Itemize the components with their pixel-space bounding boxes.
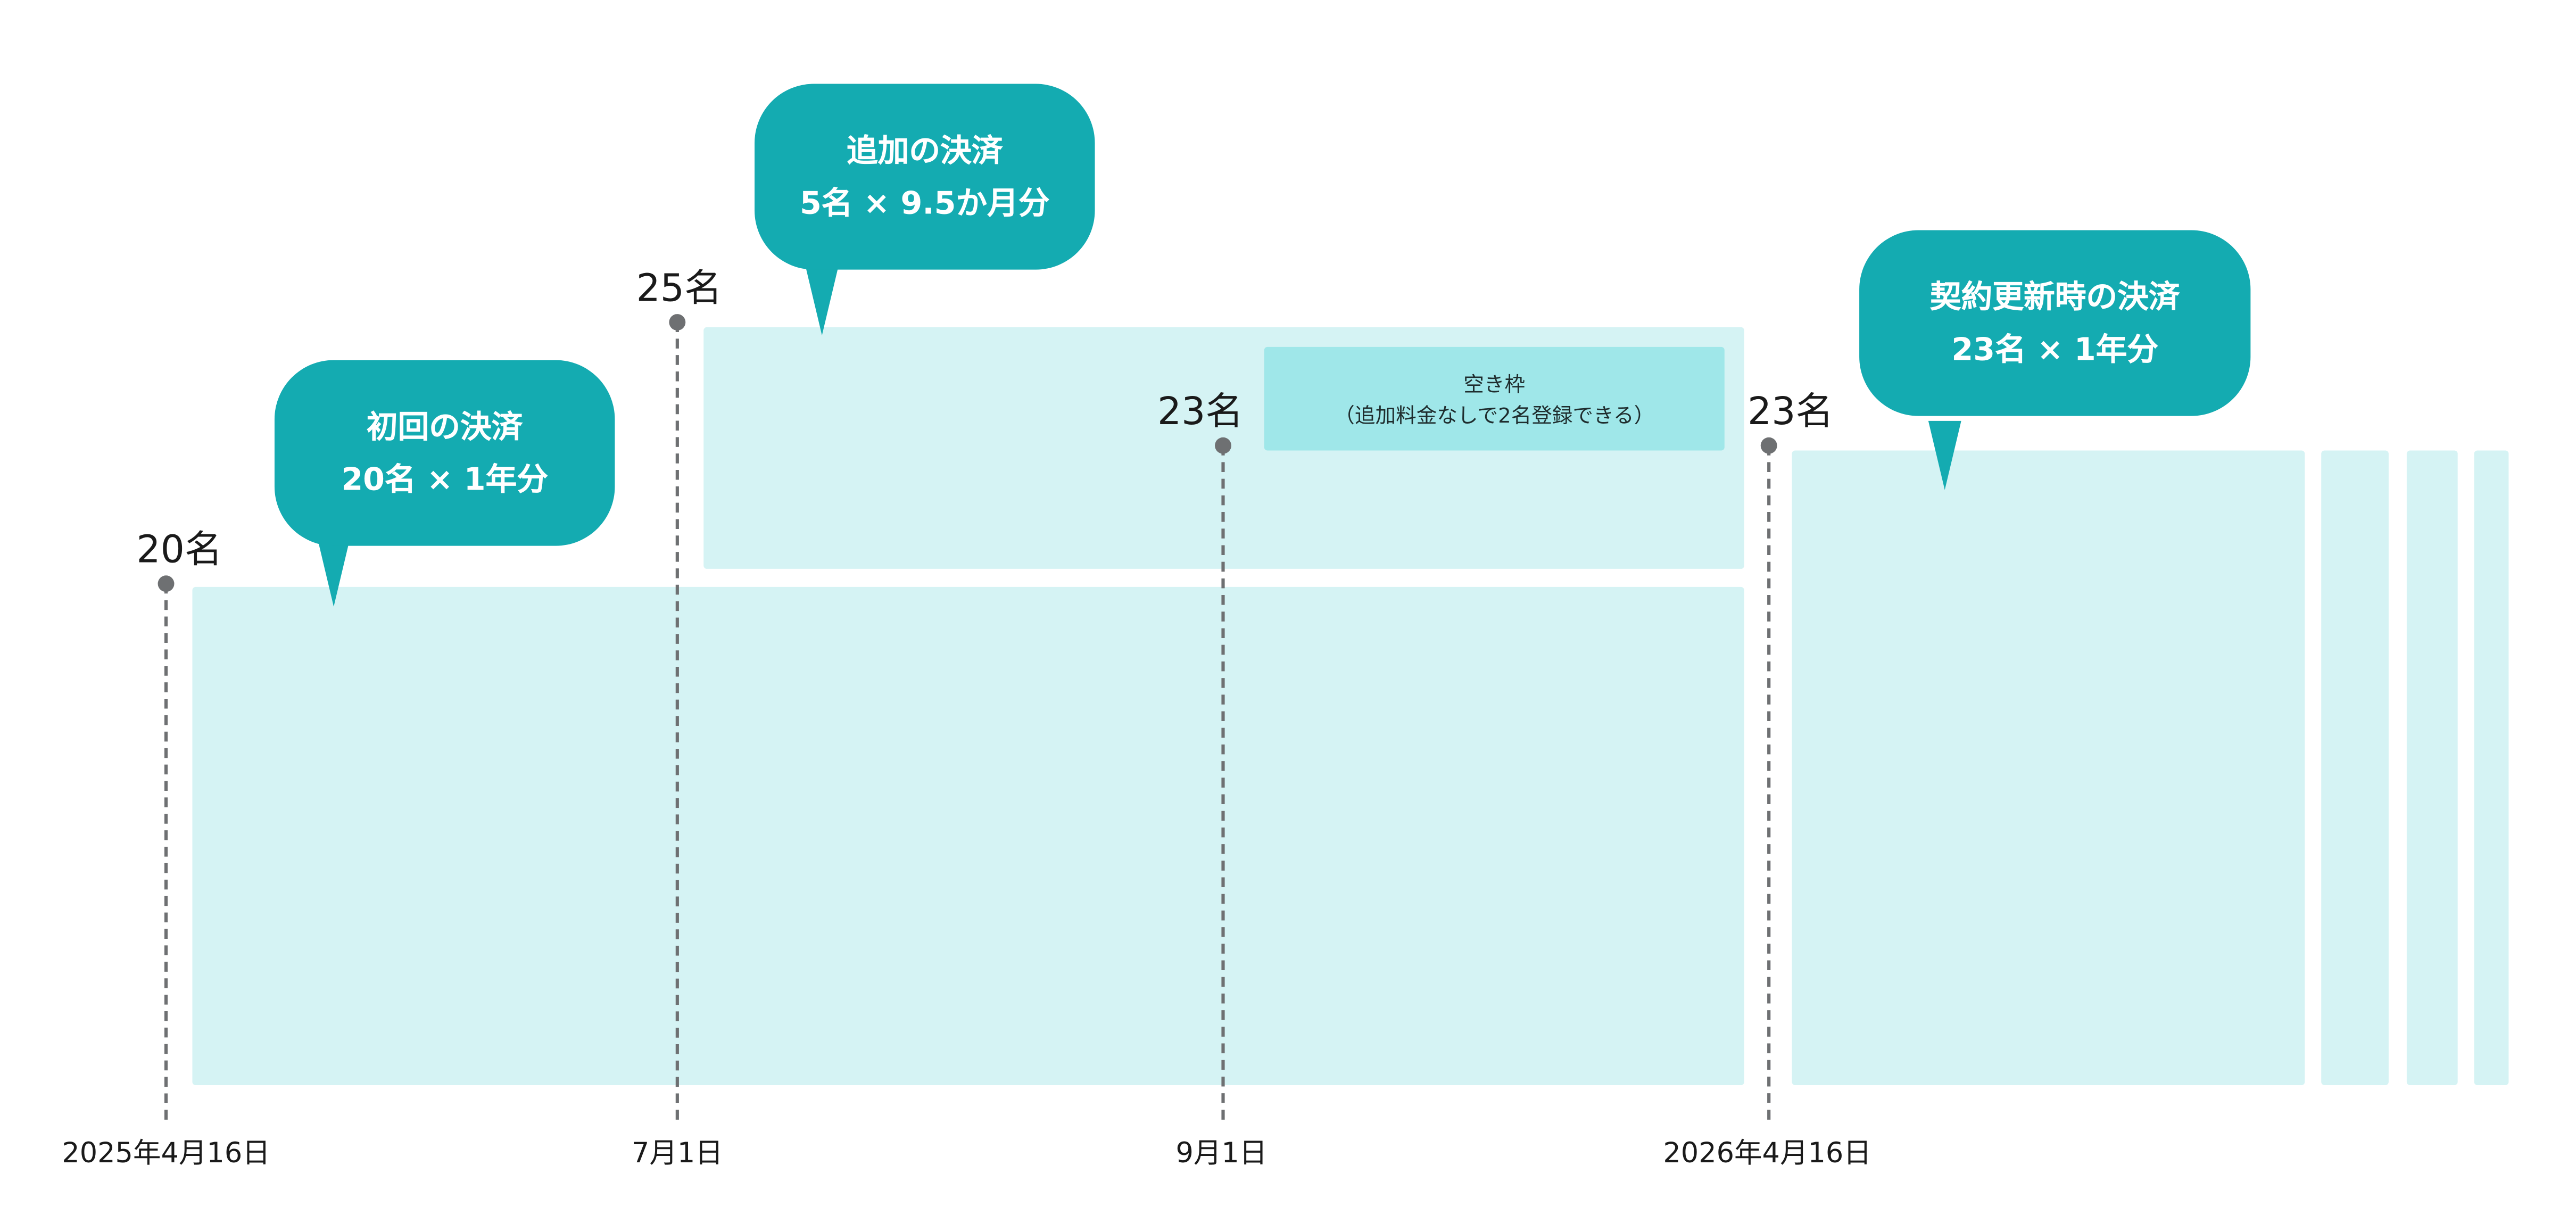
empty-slot-note: （追加料金なしで2名登録できる） (1334, 402, 1655, 427)
empty-slot-title: 空き枠 (1463, 370, 1526, 396)
bubble-detail: 20名 × 1年分 (341, 461, 549, 498)
timeline-marker-line (164, 583, 168, 1120)
renewal-license-block (1792, 450, 2305, 1086)
bubble-title: 追加の決済 (846, 132, 1003, 169)
bubble-title: 初回の決済 (366, 408, 523, 445)
member-count-label: 20名 (136, 529, 222, 573)
member-count-label: 25名 (636, 268, 723, 311)
bubble-title: 契約更新時の決済 (1929, 278, 2180, 315)
renewal-continuation-block (2474, 450, 2509, 1086)
renewal-continuation-block (2321, 450, 2389, 1086)
timeline-marker-dot (1215, 437, 1231, 454)
member-count-label: 23名 (1747, 391, 1834, 434)
additional-payment-bubble: 追加の決済 5名 × 9.5か月分 (755, 84, 1095, 270)
initial-license-block (192, 586, 1744, 1086)
bubble-detail: 5名 × 9.5か月分 (799, 185, 1050, 221)
date-label: 9月1日 (1175, 1137, 1268, 1171)
member-count-label: 23名 (1157, 391, 1244, 434)
renewal-payment-bubble: 契約更新時の決済 23名 × 1年分 (1859, 230, 2251, 416)
date-label: 2025年4月16日 (62, 1137, 270, 1171)
bubble-detail: 23名 × 1年分 (1951, 331, 2159, 368)
speech-bubble-tail (317, 538, 351, 607)
speech-bubble-tail (1928, 420, 1961, 490)
timeline-marker-line (1767, 445, 1770, 1120)
timeline-marker-dot (1760, 437, 1777, 454)
empty-slot-box: 空き枠 （追加料金なしで2名登録できる） (1264, 346, 1725, 451)
timeline-marker-line (675, 322, 679, 1120)
timeline-marker-line (1221, 445, 1224, 1120)
date-label: 2026年4月16日 (1663, 1137, 1871, 1171)
date-label: 7月1日 (631, 1137, 723, 1171)
timeline-marker-dot (158, 575, 175, 592)
speech-bubble-tail (805, 266, 839, 336)
timeline-marker-dot (669, 314, 686, 330)
renewal-continuation-block (2406, 450, 2458, 1086)
initial-payment-bubble: 初回の決済 20名 × 1年分 (274, 360, 615, 546)
